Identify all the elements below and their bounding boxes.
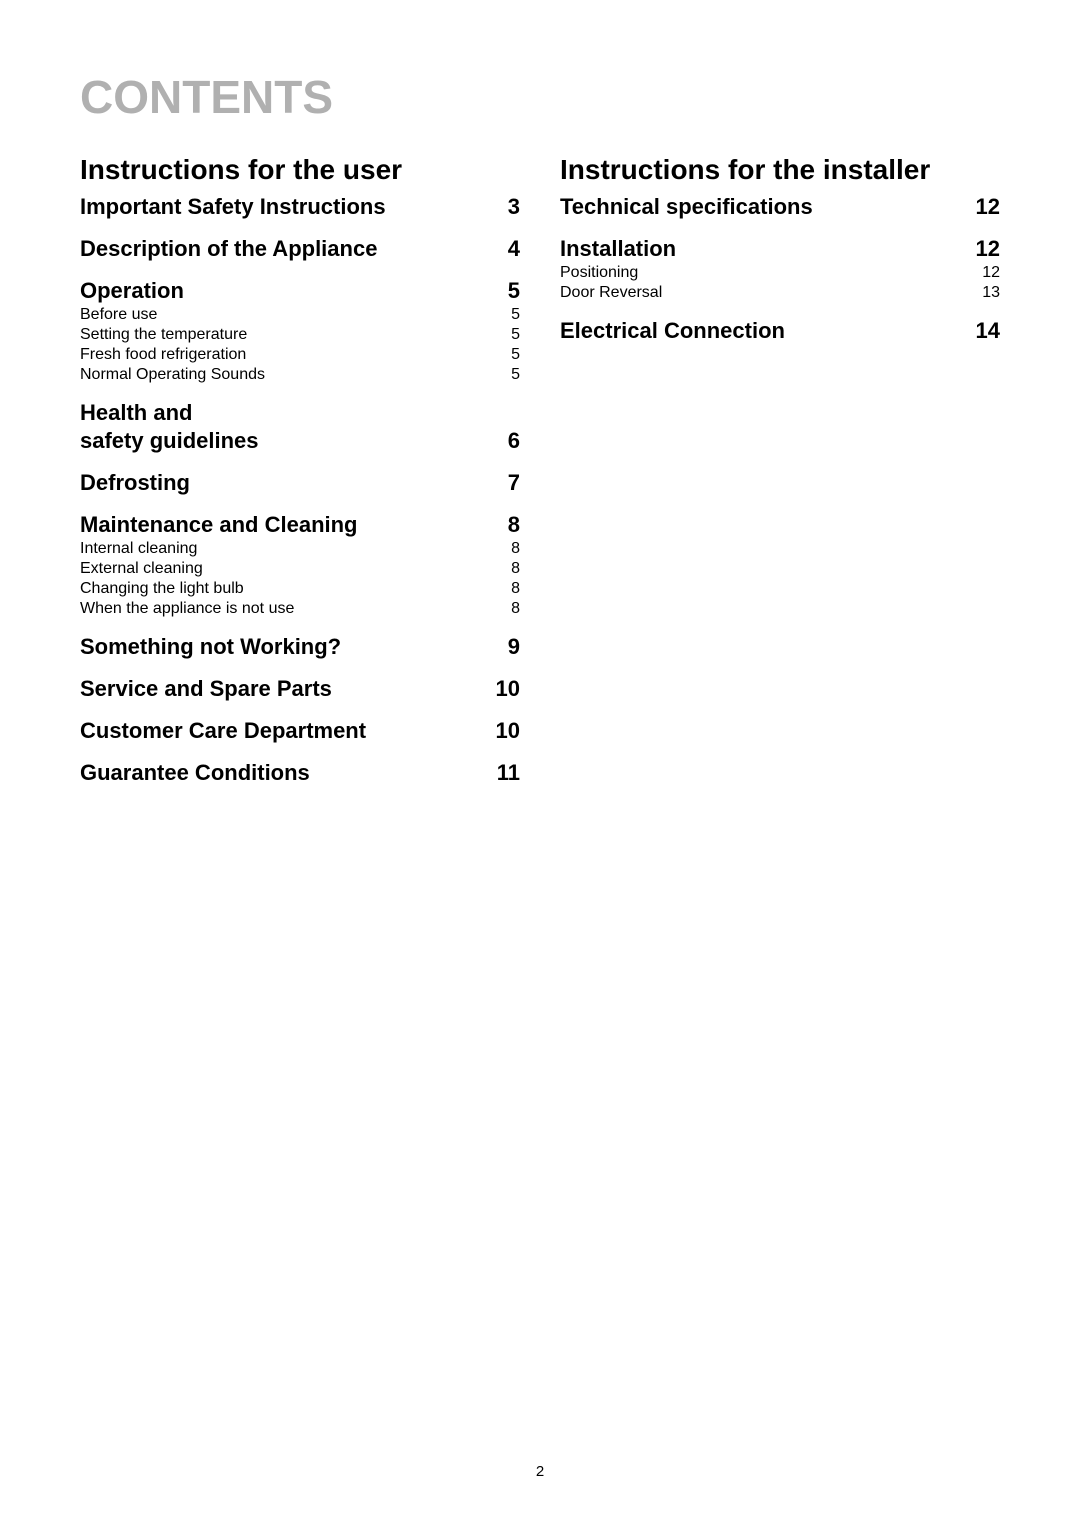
toc-page: 7 (490, 470, 520, 496)
toc-row: Installation 12 (560, 236, 1000, 262)
content-columns: Instructions for the user Important Safe… (80, 154, 1000, 788)
page-title: CONTENTS (80, 70, 1000, 124)
toc-row: Changing the light bulb 8 (80, 580, 520, 598)
toc-label: Door Reversal (560, 284, 662, 302)
toc-row: Service and Spare Parts 10 (80, 676, 520, 702)
toc-row: Operation 5 (80, 278, 520, 304)
toc-label: Changing the light bulb (80, 580, 244, 598)
toc-page: 12 (970, 194, 1000, 220)
toc-label: Positioning (560, 264, 638, 282)
toc-page: 10 (490, 718, 520, 744)
toc-row: safety guidelines 6 (80, 428, 520, 454)
toc-page: 10 (490, 676, 520, 702)
toc-row: Normal Operating Sounds 5 (80, 366, 520, 384)
toc-row: Defrosting 7 (80, 470, 520, 496)
toc-page: 5 (490, 278, 520, 304)
toc-label: Health and (80, 400, 192, 426)
right-heading: Instructions for the installer (560, 154, 1000, 186)
toc-label: Fresh food refrigeration (80, 346, 246, 364)
toc-page: 6 (490, 428, 520, 454)
toc-row: Fresh food refrigeration 5 (80, 346, 520, 364)
toc-row: Setting the temperature 5 (80, 326, 520, 344)
toc-label: Description of the Appliance (80, 236, 377, 262)
toc-page: 14 (970, 318, 1000, 344)
toc-page: 5 (490, 346, 520, 364)
toc-row: Guarantee Conditions 11 (80, 760, 520, 786)
toc-page: 8 (490, 560, 520, 578)
toc-page: 11 (490, 760, 520, 786)
toc-label: Important Safety Instructions (80, 194, 386, 220)
toc-row: Door Reversal 13 (560, 284, 1000, 302)
toc-label: Something not Working? (80, 634, 341, 660)
toc-page: 8 (490, 600, 520, 618)
toc-label: Setting the temperature (80, 326, 247, 344)
toc-label: Technical specifications (560, 194, 813, 220)
toc-row: Before use 5 (80, 306, 520, 324)
toc-label: Before use (80, 306, 157, 324)
toc-row: Health and (80, 400, 520, 426)
toc-row: Something not Working? 9 (80, 634, 520, 660)
toc-row: When the appliance is not use 8 (80, 600, 520, 618)
toc-page: 12 (970, 236, 1000, 262)
toc-label: Electrical Connection (560, 318, 785, 344)
footer-page-number: 2 (0, 1463, 1080, 1480)
toc-page: 5 (490, 366, 520, 384)
toc-row: Maintenance and Cleaning 8 (80, 512, 520, 538)
toc-page: 4 (490, 236, 520, 262)
toc-label: Normal Operating Sounds (80, 366, 265, 384)
toc-label: Internal cleaning (80, 540, 197, 558)
toc-label: safety guidelines (80, 428, 259, 454)
toc-label: Customer Care Department (80, 718, 366, 744)
toc-label: External cleaning (80, 560, 203, 578)
toc-label: When the appliance is not use (80, 600, 294, 618)
toc-label: Guarantee Conditions (80, 760, 310, 786)
toc-page: 8 (490, 512, 520, 538)
toc-row: Positioning 12 (560, 264, 1000, 282)
toc-page: 5 (490, 306, 520, 324)
toc-row: External cleaning 8 (80, 560, 520, 578)
left-column: Instructions for the user Important Safe… (80, 154, 520, 788)
toc-row: Technical specifications 12 (560, 194, 1000, 220)
toc-row: Description of the Appliance 4 (80, 236, 520, 262)
toc-row: Customer Care Department 10 (80, 718, 520, 744)
toc-row: Important Safety Instructions 3 (80, 194, 520, 220)
toc-label: Installation (560, 236, 676, 262)
toc-page: 12 (970, 264, 1000, 282)
toc-page: 3 (490, 194, 520, 220)
toc-page: 5 (490, 326, 520, 344)
toc-label: Operation (80, 278, 184, 304)
toc-label: Maintenance and Cleaning (80, 512, 358, 538)
right-column: Instructions for the installer Technical… (560, 154, 1000, 788)
toc-label: Defrosting (80, 470, 190, 496)
toc-row: Internal cleaning 8 (80, 540, 520, 558)
toc-page: 9 (490, 634, 520, 660)
left-heading: Instructions for the user (80, 154, 520, 186)
toc-row: Electrical Connection 14 (560, 318, 1000, 344)
toc-page: 8 (490, 540, 520, 558)
toc-page: 13 (970, 284, 1000, 302)
toc-page: 8 (490, 580, 520, 598)
toc-label: Service and Spare Parts (80, 676, 332, 702)
